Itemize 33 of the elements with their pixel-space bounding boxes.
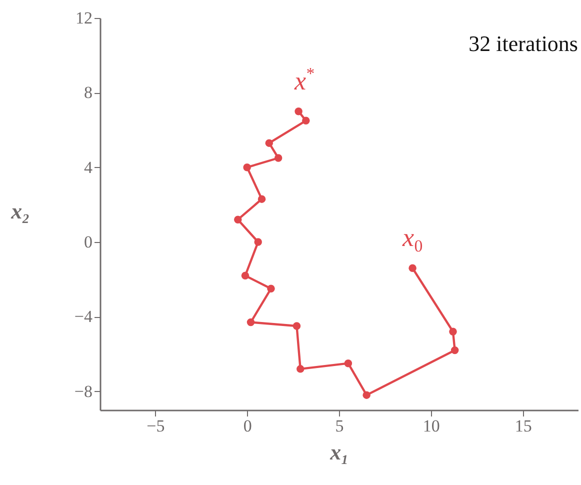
annotation: 32 iterations [468, 31, 578, 56]
x-tick-label: 5 [335, 416, 344, 436]
point [296, 365, 304, 373]
point [344, 359, 352, 368]
point [267, 284, 275, 293]
point [292, 322, 301, 330]
x-tick-label: 10 [422, 416, 440, 436]
point [362, 391, 370, 399]
x-tick-label: −5 [146, 416, 165, 436]
point [274, 154, 282, 162]
point [408, 264, 416, 272]
annotation: x* [294, 64, 315, 96]
point [265, 139, 274, 147]
y-tick-label: 8 [84, 83, 92, 102]
y-tick-label: −8 [74, 382, 92, 401]
point [254, 238, 262, 246]
point [241, 272, 250, 280]
point [302, 116, 310, 125]
point [450, 346, 459, 354]
point [234, 216, 242, 224]
y-tick-label: 12 [76, 8, 92, 28]
point [258, 195, 266, 203]
y-axis-title: x₂ [10, 198, 30, 224]
x-tick-label: 0 [243, 416, 252, 436]
x-tick-label: 15 [514, 416, 532, 436]
x-axis-title: x₁ [329, 440, 349, 464]
point [449, 328, 457, 336]
point [294, 107, 302, 116]
point [246, 318, 255, 326]
y-tick-label: 4 [84, 158, 93, 177]
y-tick-label: 0 [84, 232, 92, 252]
point [243, 163, 251, 172]
y-tick-label: −4 [74, 307, 93, 326]
